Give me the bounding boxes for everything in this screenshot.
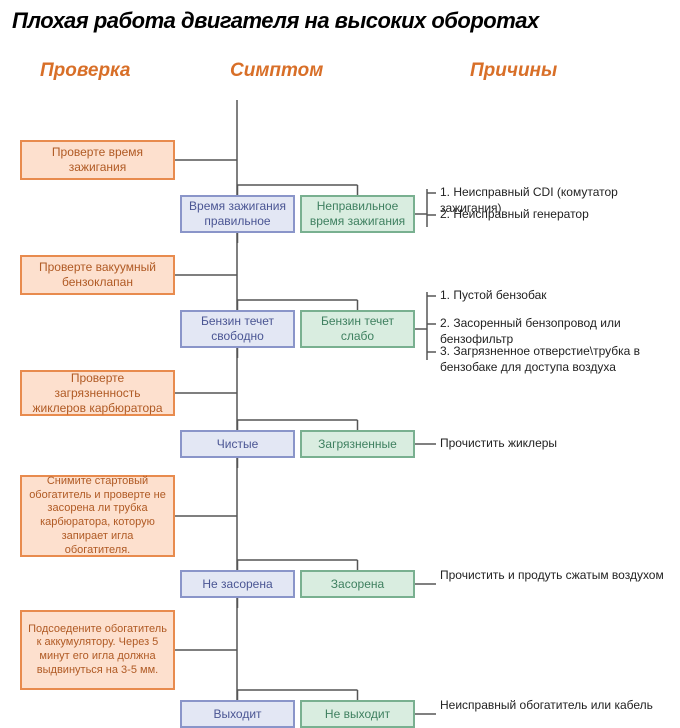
check-box: Подсоедените обогатитель к аккумулятору.… (20, 610, 175, 690)
symptom-bad: Бензин течет слабо (300, 310, 415, 348)
symptom-ok: Бензин течет свободно (180, 310, 295, 348)
symptom-ok: Время зажигания правильное (180, 195, 295, 233)
symptom-ok: Не засорена (180, 570, 295, 598)
check-box: Проверте загрязненность жиклеров карбюра… (20, 370, 175, 416)
symptom-bad: Загрязненные (300, 430, 415, 458)
symptom-bad: Не выходит (300, 700, 415, 728)
check-box: Снимите стартовый обогатитель и проверте… (20, 475, 175, 557)
check-box: Проверте вакуумный бензоклапан (20, 255, 175, 295)
symptom-ok: Выходит (180, 700, 295, 728)
cause-text: 3. Загрязненное отверстие\трубка в бензо… (440, 344, 670, 375)
cause-text: 1. Пустой бензобак (440, 288, 670, 304)
cause-text: 2. Неисправный генератор (440, 207, 670, 223)
col-cause: Причины (470, 60, 557, 82)
cause-text: Прочистить и продуть сжатым воздухом (440, 568, 670, 584)
check-box: Проверте время зажигания (20, 140, 175, 180)
page-title: Плохая работа двигателя на высоких оборо… (12, 8, 539, 34)
cause-text: Прочистить жиклеры (440, 436, 670, 452)
symptom-ok: Чистые (180, 430, 295, 458)
cause-text: 2. Засоренный бензопровод или бензофильт… (440, 316, 670, 347)
symptom-bad: Засорена (300, 570, 415, 598)
symptom-bad: Неправильное время зажигания (300, 195, 415, 233)
cause-text: Неисправный обогатитель или кабель (440, 698, 670, 714)
watermark: scooter-remont.com (673, 0, 680, 213)
col-check: Проверка (40, 60, 130, 82)
col-symptom: Симптом (230, 60, 323, 82)
